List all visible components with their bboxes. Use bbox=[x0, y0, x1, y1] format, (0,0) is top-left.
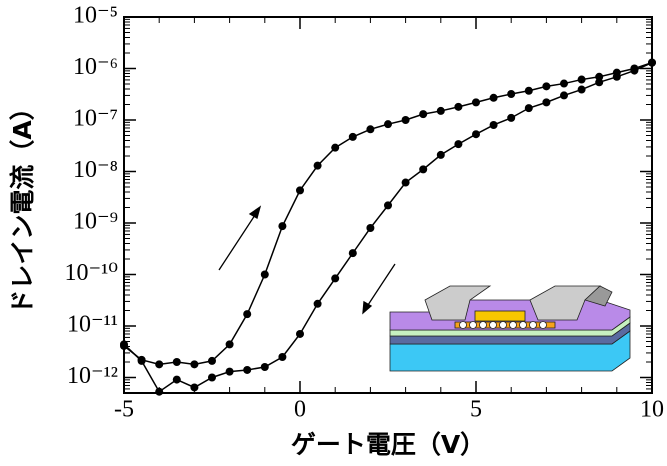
data-point bbox=[384, 120, 392, 128]
data-point bbox=[454, 103, 462, 111]
data-point bbox=[261, 270, 269, 278]
data-point bbox=[208, 357, 216, 365]
data-point bbox=[525, 87, 533, 95]
data-point bbox=[349, 133, 357, 141]
data-point bbox=[472, 130, 480, 138]
data-point bbox=[578, 86, 586, 94]
data-point bbox=[243, 310, 251, 318]
data-point bbox=[490, 94, 498, 102]
sweep-arrows bbox=[219, 207, 395, 313]
x-tick-label: 5 bbox=[470, 397, 482, 423]
y-tick-label: 10⁻¹⁰ bbox=[65, 260, 118, 286]
data-point bbox=[507, 90, 515, 98]
data-point bbox=[173, 358, 181, 366]
y-tick-label: 10⁻⁷ bbox=[73, 105, 118, 131]
data-point bbox=[296, 186, 304, 194]
y-axis-title: ドレイン電流（A） bbox=[8, 95, 37, 314]
data-point bbox=[226, 340, 234, 348]
y-tick-label: 10⁻⁹ bbox=[73, 208, 118, 234]
data-point bbox=[595, 78, 603, 86]
data-point bbox=[613, 73, 621, 81]
data-point bbox=[190, 383, 198, 391]
chart: ゲート電圧（V） ドレイン電流（A） 10⁻¹² 10⁻¹¹ 10⁻¹⁰ 10⁻⁹ 10… bbox=[0, 0, 667, 466]
data-point bbox=[314, 162, 322, 170]
y-tick-label: 10⁻¹¹ bbox=[67, 311, 118, 337]
data-point bbox=[542, 98, 550, 106]
data-point bbox=[366, 224, 374, 232]
data-point bbox=[155, 388, 163, 396]
data-point bbox=[208, 373, 216, 381]
data-point bbox=[226, 368, 234, 376]
data-point bbox=[419, 110, 427, 118]
data-point bbox=[173, 376, 181, 384]
data-point bbox=[331, 144, 339, 152]
x-axis-title: ゲート電圧（V） bbox=[291, 430, 485, 459]
data-point bbox=[278, 222, 286, 230]
data-point bbox=[349, 249, 357, 257]
data-point bbox=[314, 300, 322, 308]
y-tick-label: 10⁻⁶ bbox=[73, 54, 118, 80]
data-point bbox=[542, 82, 550, 90]
data-point bbox=[507, 114, 515, 122]
data-point bbox=[437, 151, 445, 159]
data-point bbox=[490, 121, 498, 129]
data-point bbox=[454, 140, 462, 148]
data-point bbox=[402, 179, 410, 187]
data-point bbox=[384, 201, 392, 209]
data-point bbox=[155, 360, 163, 368]
data-point bbox=[437, 107, 445, 115]
data-point bbox=[261, 363, 269, 371]
data-point bbox=[560, 80, 568, 88]
data-point bbox=[190, 360, 198, 368]
x-tick-label: -5 bbox=[114, 397, 134, 423]
x-tick-label: 10 bbox=[640, 397, 664, 423]
y-tick-label: 10⁻⁸ bbox=[73, 157, 118, 183]
data-point bbox=[402, 116, 410, 124]
data-point bbox=[243, 366, 251, 374]
data-point bbox=[296, 330, 304, 338]
data-point bbox=[560, 91, 568, 99]
data-point bbox=[472, 98, 480, 106]
data-point bbox=[120, 340, 128, 348]
device-inset bbox=[390, 286, 630, 371]
data-point bbox=[366, 125, 374, 133]
x-tick-label: 0 bbox=[294, 397, 306, 423]
data-point bbox=[419, 165, 427, 173]
data-point bbox=[648, 59, 656, 67]
y-tick-label: 10⁻⁵ bbox=[73, 3, 118, 29]
data-point bbox=[630, 67, 638, 75]
data-point bbox=[578, 76, 586, 84]
data-point bbox=[525, 104, 533, 112]
data-point bbox=[331, 274, 339, 282]
y-tick-label: 10⁻¹² bbox=[67, 363, 118, 389]
data-point bbox=[278, 353, 286, 361]
data-point bbox=[138, 357, 146, 365]
